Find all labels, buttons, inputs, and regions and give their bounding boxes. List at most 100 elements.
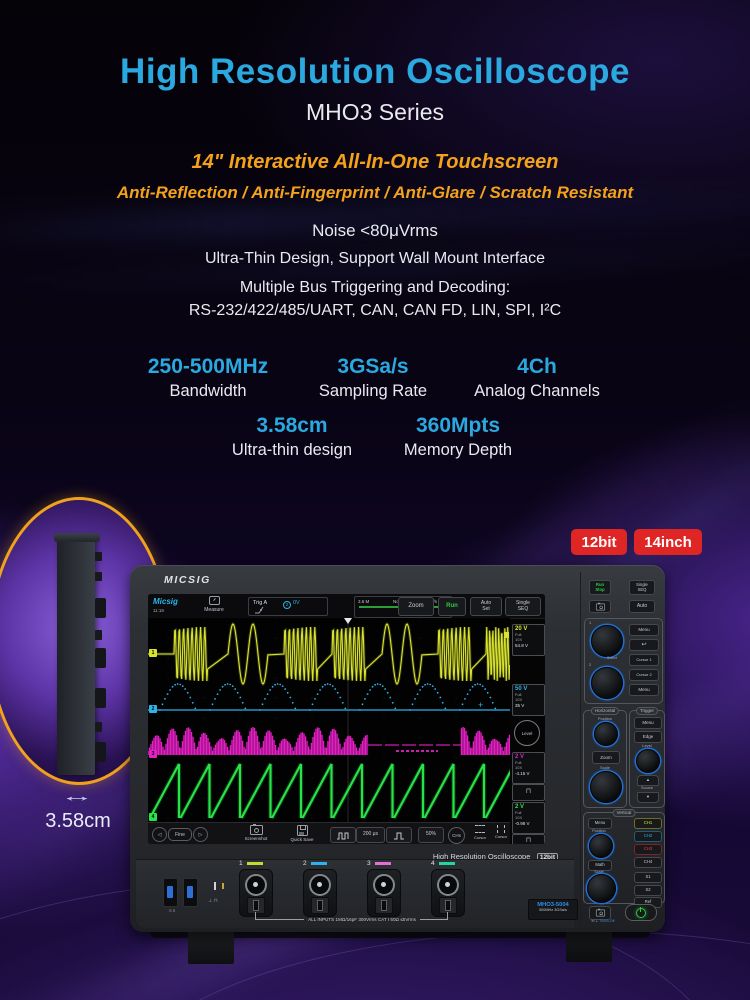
ch4-button[interactable]: CH4	[634, 857, 662, 868]
bnc-label-1: 1	[239, 860, 264, 867]
knob-menu-button[interactable]: Menu	[629, 624, 659, 636]
quick-save-button[interactable]: Quick Save	[280, 825, 324, 842]
tagline-text: High Resolution Oscilloscope	[432, 852, 531, 861]
ch3-color-dash	[375, 862, 392, 865]
measure-button[interactable]: Measure	[198, 596, 230, 616]
spec-value: 4Ch	[517, 355, 557, 378]
screenshot-button[interactable]: Screenshot	[234, 824, 278, 841]
screen-autoset-button[interactable]: Auto Set	[470, 597, 502, 616]
scope-screen: Micsig 11:18 Measure Trig A 2 0V 3.6 M N…	[148, 594, 545, 844]
ch2-marker[interactable]: 2	[149, 705, 157, 713]
screen-zoom-button[interactable]: Zoom	[398, 597, 434, 616]
vertical-menu-button[interactable]: Menu	[588, 818, 612, 829]
ch4-scale-box[interactable]: 2 V Full 10X -0.98 V	[512, 802, 545, 834]
series-subtitle: MHO3 Series	[305, 99, 445, 125]
ch1-scale-box[interactable]: 20 V Full 10X 54.8 V	[512, 624, 545, 656]
ch3-button[interactable]: CH3	[634, 844, 662, 855]
screenshot-hard-button[interactable]	[589, 600, 611, 613]
bnc-connector-1	[239, 869, 273, 917]
pulse-box-1[interactable]: ⊓	[512, 784, 545, 801]
cursor-label: Cursor	[473, 834, 486, 840]
ch1-marker[interactable]: 1	[149, 649, 157, 657]
knob-menu2-button[interactable]: Menu	[629, 684, 659, 696]
inputs-rating-label: ALL INPUTS 1MΩ/16pF 300Vrms CAT I 50Ω ≤5…	[308, 916, 416, 922]
ch2-volts: 50 V	[515, 686, 528, 692]
source-down-button[interactable]: ▼	[637, 792, 659, 803]
level-knob-button[interactable]: Level	[514, 720, 540, 746]
spec-label: Ultra-thin design	[231, 441, 353, 459]
ch2-scale-box[interactable]: 50 V Full 10X 35 V	[512, 684, 545, 716]
memory-depth-readout: 3.6 M	[358, 598, 370, 604]
trigger-percent-button[interactable]: 50%	[418, 827, 444, 843]
measure-icon	[208, 596, 220, 605]
fine-prev-button[interactable]: ◁	[152, 827, 167, 842]
trigger-status-box[interactable]: Trig A 2 0V	[248, 597, 328, 616]
ch4-marker[interactable]: 4	[149, 813, 157, 821]
pulse-width-button[interactable]	[330, 827, 356, 843]
fine-button[interactable]: Fine	[168, 828, 192, 841]
vertical-scale-knob[interactable]	[587, 874, 616, 903]
bnc-label-4: 4	[431, 860, 456, 867]
cursor2-button[interactable]: Cursor 2	[629, 669, 659, 681]
pulse-box-2[interactable]: ⊓	[512, 834, 545, 844]
cursor1-button[interactable]: Cursor 1	[629, 654, 659, 666]
fine-next-button[interactable]: ▷	[193, 827, 208, 842]
model-specs: 500MHz 3GSa/s	[539, 908, 567, 912]
trigger-position-marker[interactable]	[344, 618, 352, 624]
ch2-button[interactable]: CH2	[634, 831, 662, 842]
ch1-button[interactable]: CH1	[634, 818, 662, 829]
spec-value: 250-500MHz	[147, 355, 269, 378]
ch2-probe: 10X	[515, 696, 523, 702]
save-icon	[296, 825, 308, 836]
position-label: Position	[597, 716, 613, 721]
trigger-level-knob[interactable]	[636, 749, 660, 773]
cursor-h-button[interactable]: Cursor	[470, 825, 490, 840]
timebase-readout-button[interactable]: 200 μs	[356, 827, 385, 843]
ch2-plus-marker: +	[478, 700, 484, 710]
s1-button[interactable]: S1	[634, 872, 662, 883]
cursor-vertical-icon	[497, 825, 505, 833]
multipurpose-knob-1[interactable]	[591, 625, 623, 657]
multipurpose-knob-2[interactable]	[591, 667, 623, 699]
trigger-menu-button[interactable]: Menu	[634, 717, 662, 729]
multipurpose-knob-group: 1 Select 2 Menu ↩ Cursor 1 Cursor 2 Menu	[584, 618, 663, 704]
s2-button[interactable]: S2	[634, 885, 662, 896]
single-seq-button[interactable]: Single SEQ	[629, 580, 655, 595]
bracket-line	[447, 912, 448, 920]
horizontal-scale-knob[interactable]	[590, 771, 622, 803]
screen-run-button[interactable]: Run	[438, 597, 466, 616]
ch3-scale-box[interactable]: 2 V Full 10X -4.15 V	[512, 752, 545, 784]
trig-label: Trig A	[253, 600, 268, 606]
power-button[interactable]	[625, 904, 657, 921]
scope-foot-right	[566, 928, 612, 962]
power-icon	[636, 906, 646, 918]
chs-button[interactable]: CHs	[448, 826, 465, 844]
bracket-line	[420, 919, 448, 920]
ch3-offset: -4.15 V	[515, 770, 530, 776]
back-button[interactable]: ↩	[629, 639, 659, 651]
cursor-v-button[interactable]: Cursor	[492, 825, 510, 839]
usb-port-1	[163, 878, 178, 907]
brand-logo: MICSIG	[164, 574, 211, 586]
horizontal-position-knob[interactable]	[594, 722, 618, 746]
math-button[interactable]: Math	[588, 860, 612, 871]
ch-number: 3	[367, 860, 371, 867]
knob2-number: 2	[589, 662, 592, 667]
screen-single-seq-button[interactable]: Single SEQ	[505, 597, 541, 616]
source-up-button[interactable]: ▲	[637, 775, 659, 786]
dimension-label: 3.58cm	[45, 810, 111, 832]
edge-button[interactable]: Edge	[634, 731, 662, 743]
spec-value: 3.58cm	[256, 414, 328, 437]
ch-number: 2	[303, 860, 307, 867]
side-knob	[95, 630, 102, 640]
auto-button[interactable]: Auto	[629, 600, 655, 613]
ch3-marker[interactable]: 3	[149, 750, 157, 758]
ch2-offset: 35 V	[515, 702, 525, 708]
run-stop-button[interactable]: Run Stop	[589, 580, 611, 595]
single-pulse-button[interactable]	[386, 827, 412, 843]
spec-label: Analog Channels	[474, 382, 600, 400]
horizontal-zoom-button[interactable]: Zoom	[592, 751, 620, 764]
vertical-position-knob[interactable]	[589, 834, 613, 858]
panel-camera-button[interactable]	[589, 906, 611, 920]
ch4-color-dash	[439, 862, 456, 865]
